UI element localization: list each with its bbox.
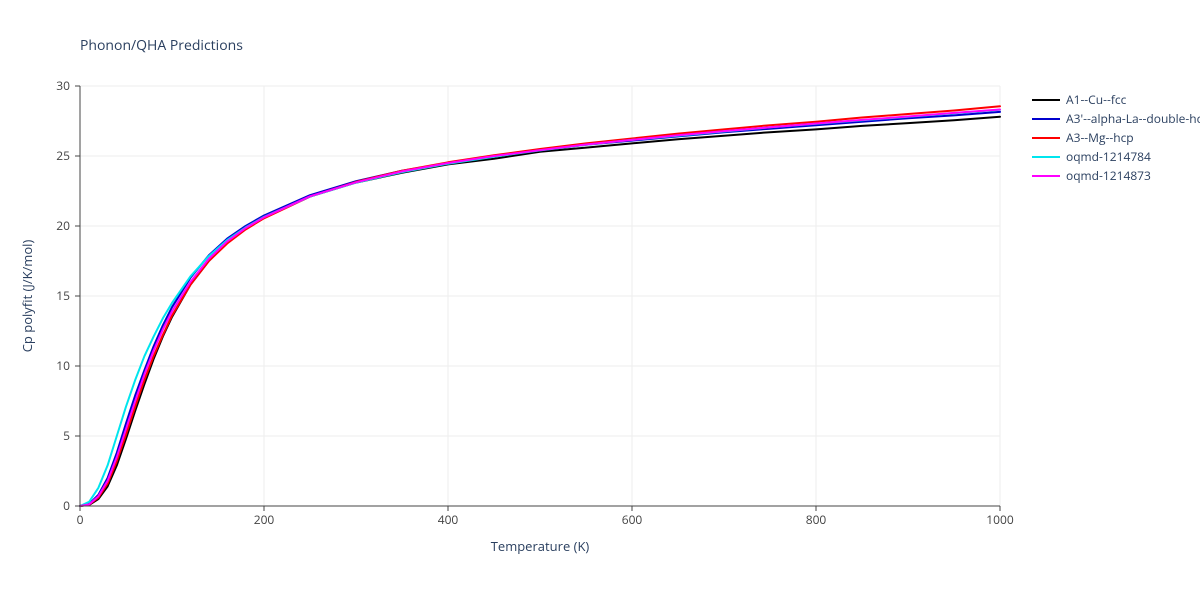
legend-swatch (1032, 99, 1060, 101)
legend-label: A1--Cu--fcc (1066, 91, 1126, 108)
series-line (80, 112, 1000, 506)
x-tick-label: 200 (254, 511, 275, 528)
legend-label: oqmd-1214873 (1066, 167, 1151, 184)
y-axis-label: Cp polyfit (J/K/mol) (18, 240, 36, 353)
y-tick-label: 0 (63, 497, 70, 514)
series-line (80, 110, 1000, 506)
legend: A1--Cu--fcc A3'--alpha-La--double-hcp A3--… (1032, 90, 1200, 185)
legend-label: oqmd-1214784 (1066, 148, 1151, 165)
series-line (80, 106, 1000, 506)
y-tick-label: 30 (56, 77, 70, 94)
x-tick-label: 400 (438, 511, 459, 528)
series-line (80, 110, 1000, 506)
x-tick-label: 0 (77, 511, 84, 528)
x-axis-label: Temperature (K) (491, 537, 590, 555)
legend-item[interactable]: oqmd-1214873 (1032, 166, 1200, 185)
legend-label: A3'--alpha-La--double-hcp (1066, 110, 1200, 127)
y-tick-label: 15 (56, 287, 70, 304)
x-tick-label: 800 (806, 511, 827, 528)
legend-swatch (1032, 118, 1060, 120)
legend-item[interactable]: A1--Cu--fcc (1032, 90, 1200, 109)
y-tick-label: 5 (63, 427, 70, 444)
plot-area: 0 200 400 600 800 1000 0 5 10 15 20 25 30 Temperature… (0, 0, 1200, 600)
legend-swatch (1032, 156, 1060, 158)
legend-swatch (1032, 137, 1060, 139)
legend-item[interactable]: A3--Mg--hcp (1032, 128, 1200, 147)
chart-page: Phonon/QHA Predictions 02004006008001000… (0, 0, 1200, 600)
series-line (80, 117, 1000, 506)
y-tick-label: 25 (56, 147, 70, 164)
chart-title: Phonon/QHA Predictions (80, 36, 243, 55)
x-tick-label: 600 (622, 511, 643, 528)
y-tick-label: 20 (56, 217, 70, 234)
y-tick-label: 10 (56, 357, 70, 374)
legend-swatch (1032, 175, 1060, 177)
legend-item[interactable]: oqmd-1214784 (1032, 147, 1200, 166)
legend-label: A3--Mg--hcp (1066, 129, 1134, 146)
x-tick-label: 1000 (986, 511, 1014, 528)
legend-item[interactable]: A3'--alpha-La--double-hcp (1032, 109, 1200, 128)
